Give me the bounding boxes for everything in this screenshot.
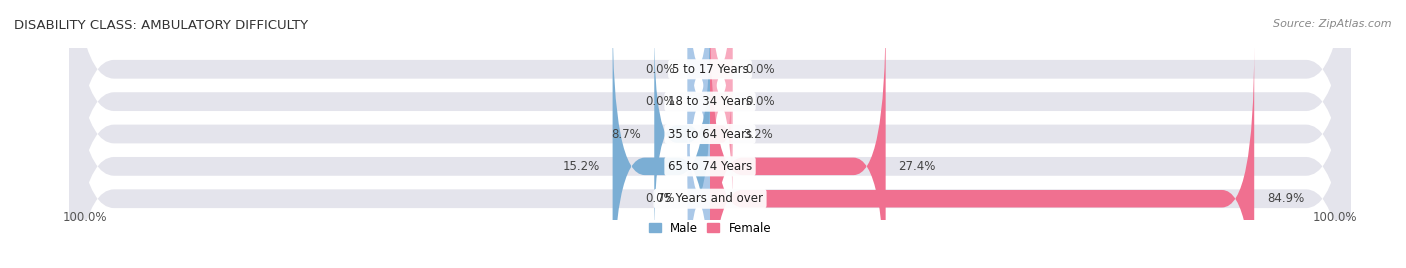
FancyBboxPatch shape <box>710 0 733 206</box>
Text: 75 Years and over: 75 Years and over <box>657 192 763 205</box>
FancyBboxPatch shape <box>688 94 710 268</box>
FancyBboxPatch shape <box>69 0 1351 268</box>
Text: 8.7%: 8.7% <box>612 128 641 140</box>
Text: 84.9%: 84.9% <box>1267 192 1305 205</box>
Text: 100.0%: 100.0% <box>1313 211 1357 224</box>
FancyBboxPatch shape <box>710 0 733 174</box>
Legend: Male, Female: Male, Female <box>644 217 776 240</box>
Text: DISABILITY CLASS: AMBULATORY DIFFICULTY: DISABILITY CLASS: AMBULATORY DIFFICULTY <box>14 19 308 32</box>
Text: 18 to 34 Years: 18 to 34 Years <box>668 95 752 108</box>
FancyBboxPatch shape <box>710 46 1254 268</box>
FancyBboxPatch shape <box>69 0 1351 268</box>
Text: 35 to 64 Years: 35 to 64 Years <box>668 128 752 140</box>
Text: 15.2%: 15.2% <box>562 160 600 173</box>
Text: 0.0%: 0.0% <box>645 95 675 108</box>
Text: 27.4%: 27.4% <box>898 160 936 173</box>
Text: 0.0%: 0.0% <box>645 63 675 76</box>
FancyBboxPatch shape <box>688 0 710 206</box>
Text: 0.0%: 0.0% <box>745 95 775 108</box>
FancyBboxPatch shape <box>69 0 1351 268</box>
FancyBboxPatch shape <box>613 13 710 268</box>
Text: 65 to 74 Years: 65 to 74 Years <box>668 160 752 173</box>
Text: 100.0%: 100.0% <box>63 211 107 224</box>
FancyBboxPatch shape <box>710 13 886 268</box>
Text: Source: ZipAtlas.com: Source: ZipAtlas.com <box>1274 19 1392 29</box>
FancyBboxPatch shape <box>710 101 731 167</box>
Text: 0.0%: 0.0% <box>745 63 775 76</box>
FancyBboxPatch shape <box>69 0 1351 268</box>
FancyBboxPatch shape <box>688 0 710 174</box>
FancyBboxPatch shape <box>654 30 710 238</box>
Text: 0.0%: 0.0% <box>645 192 675 205</box>
Text: 5 to 17 Years: 5 to 17 Years <box>672 63 748 76</box>
FancyBboxPatch shape <box>69 0 1351 268</box>
Text: 3.2%: 3.2% <box>744 128 773 140</box>
